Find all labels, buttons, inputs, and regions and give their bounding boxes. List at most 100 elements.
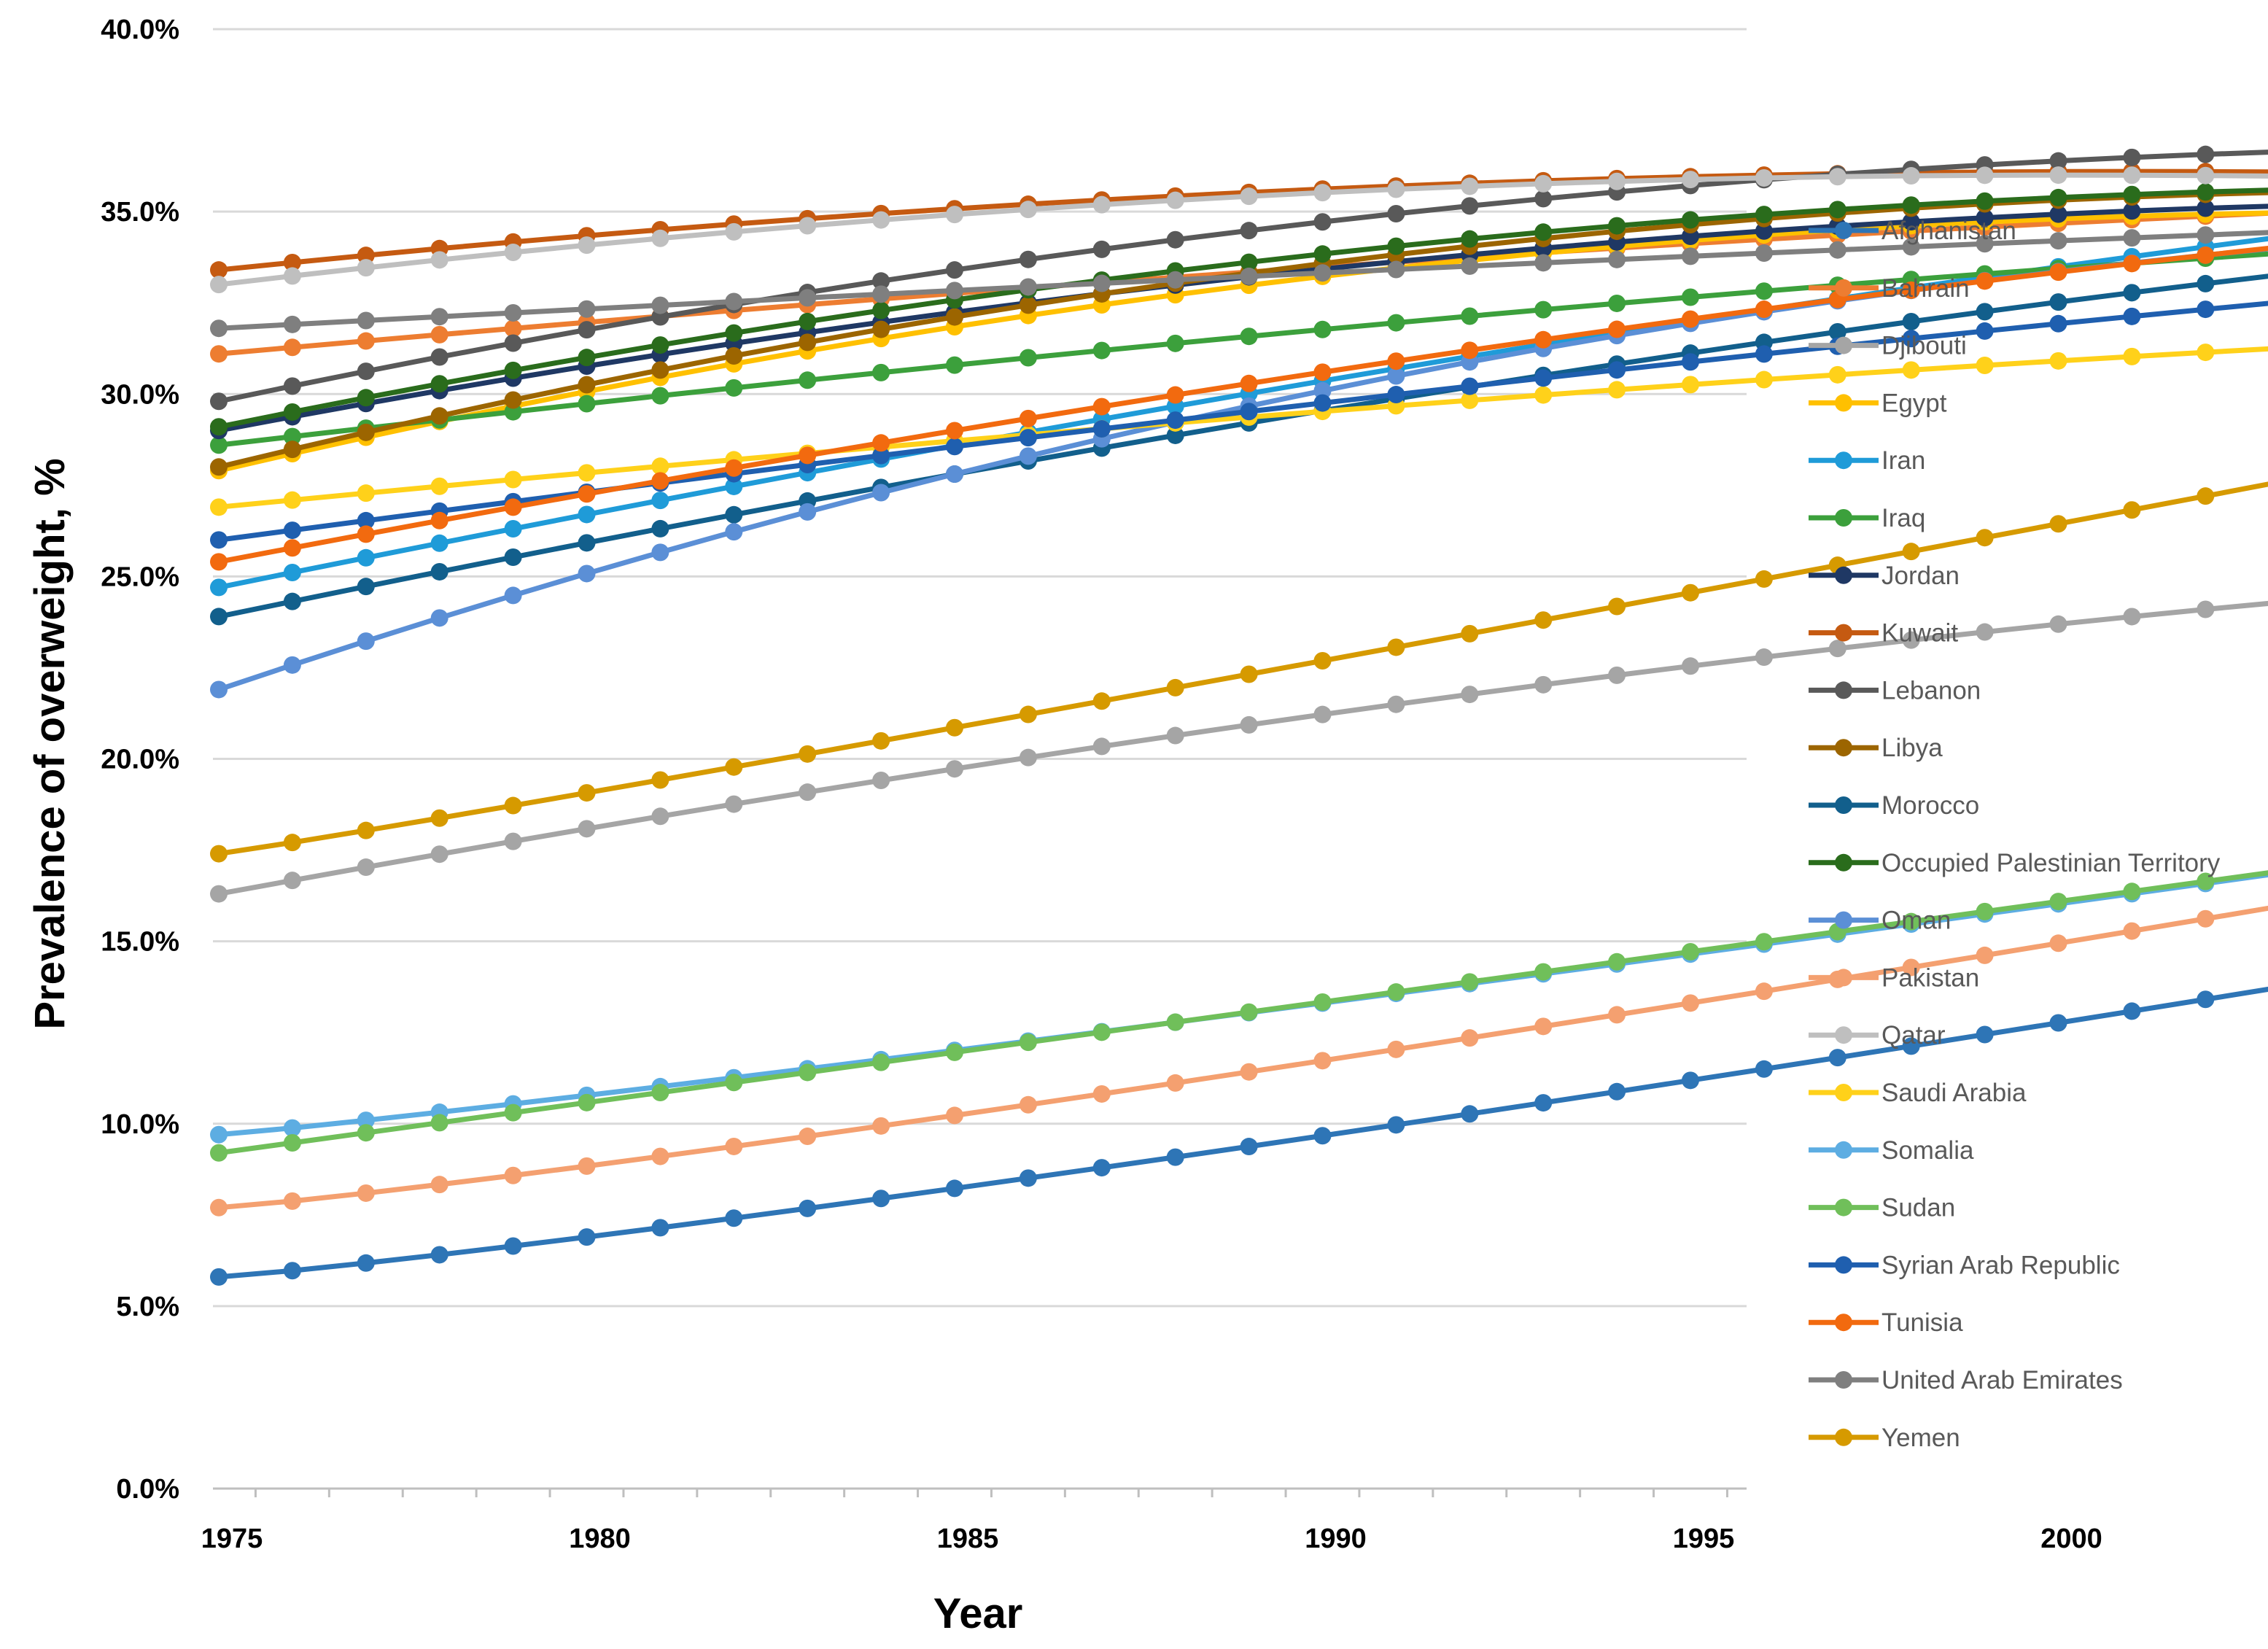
data-point <box>1828 640 1846 658</box>
data-point <box>2123 284 2141 302</box>
legend-label: Syrian Arab Republic <box>1881 1251 2120 1279</box>
legend-label: Sudan <box>1881 1194 1955 1222</box>
data-point <box>1166 230 1184 249</box>
data-point <box>946 282 963 300</box>
data-point <box>283 1119 301 1137</box>
data-point <box>1166 1013 1184 1031</box>
data-point <box>210 392 228 411</box>
data-point <box>1534 190 1553 208</box>
data-point <box>1608 361 1626 379</box>
legend-marker <box>1835 739 1852 757</box>
data-point <box>1755 570 1773 588</box>
data-point <box>430 845 448 864</box>
data-point <box>725 459 743 477</box>
data-point <box>357 821 375 839</box>
y-tick-label: 40.0% <box>101 15 179 45</box>
x-axis: 197519801985199019952000200520102015 <box>201 1487 2102 1554</box>
data-point <box>651 771 669 789</box>
series-line <box>218 481 2268 857</box>
data-point <box>1828 241 1846 259</box>
data-point <box>2197 600 2215 618</box>
data-point <box>1976 272 1994 290</box>
legend-label: Lebanon <box>1881 676 1981 705</box>
series-line <box>218 168 2268 273</box>
data-point <box>799 289 817 307</box>
data-point <box>2123 307 2141 325</box>
data-point <box>283 491 301 509</box>
data-point <box>357 548 375 567</box>
y-tick-label: 20.0% <box>101 745 179 775</box>
data-point <box>1092 240 1111 258</box>
data-point <box>357 332 375 350</box>
data-point <box>357 858 375 877</box>
data-point <box>430 1176 448 1194</box>
data-point <box>651 492 669 510</box>
data-point <box>1387 1040 1405 1058</box>
data-point <box>799 446 817 465</box>
data-point <box>210 885 228 903</box>
data-point <box>799 217 817 235</box>
data-point <box>2123 1002 2141 1020</box>
data-point <box>1461 973 1479 991</box>
data-point <box>1313 213 1332 231</box>
legend-item: Yemen <box>1809 1424 1960 1452</box>
data-point <box>283 338 301 357</box>
y-tick-label: 15.0% <box>101 927 179 958</box>
data-point <box>651 1219 669 1237</box>
legend-marker <box>1835 1084 1852 1101</box>
data-point <box>1240 267 1258 285</box>
data-point <box>1240 374 1258 392</box>
legend-item: Syrian Arab Republic <box>1809 1251 2120 1279</box>
data-point <box>1534 300 1553 319</box>
data-point <box>1755 244 1773 263</box>
data-point <box>1461 307 1479 325</box>
data-point <box>1682 310 1699 328</box>
data-point <box>1313 245 1332 263</box>
data-point <box>1976 209 1994 227</box>
legend-label: Occupied Palestinian Territory <box>1881 849 2221 877</box>
legend-marker <box>1835 336 1852 354</box>
data-point <box>1902 313 1920 331</box>
data-point <box>2049 152 2067 170</box>
legend-marker <box>1835 509 1852 527</box>
legend-marker <box>1835 1198 1852 1217</box>
data-point <box>210 319 228 338</box>
data-point <box>1534 1017 1553 1036</box>
data-point <box>1902 912 1920 931</box>
data-point <box>872 446 890 465</box>
data-point <box>1608 1006 1626 1024</box>
data-point <box>1019 1169 1037 1187</box>
data-point <box>210 1268 228 1286</box>
data-point <box>210 531 228 549</box>
data-point <box>2197 909 2215 928</box>
data-point <box>725 505 743 524</box>
legend-marker <box>1835 969 1852 987</box>
data-point <box>2049 515 2067 533</box>
data-point <box>1387 260 1405 279</box>
data-point <box>430 477 448 495</box>
data-point <box>357 362 375 381</box>
data-point <box>1902 361 1920 379</box>
data-point <box>1608 172 1626 190</box>
data-point <box>1166 411 1184 430</box>
data-point <box>1166 191 1184 209</box>
data-point <box>1828 168 1846 186</box>
data-point <box>799 1199 817 1217</box>
data-point <box>1019 748 1037 767</box>
legend-item: United Arab Emirates <box>1809 1366 2123 1394</box>
x-axis-title: Year <box>933 1590 1023 1637</box>
data-point <box>430 375 448 393</box>
data-point <box>1828 323 1846 341</box>
data-point <box>1313 394 1332 412</box>
data-point <box>578 784 596 802</box>
data-point <box>283 377 301 395</box>
data-point <box>1755 345 1773 363</box>
data-point <box>2197 990 2215 1009</box>
y-tick-label: 10.0% <box>101 1109 179 1140</box>
legend-item: Qatar <box>1809 1021 1946 1049</box>
data-point <box>1092 1023 1111 1041</box>
data-point <box>946 261 963 279</box>
data-point <box>651 336 669 354</box>
data-point <box>430 609 448 627</box>
legend-label: Saudi Arabia <box>1881 1079 2027 1107</box>
